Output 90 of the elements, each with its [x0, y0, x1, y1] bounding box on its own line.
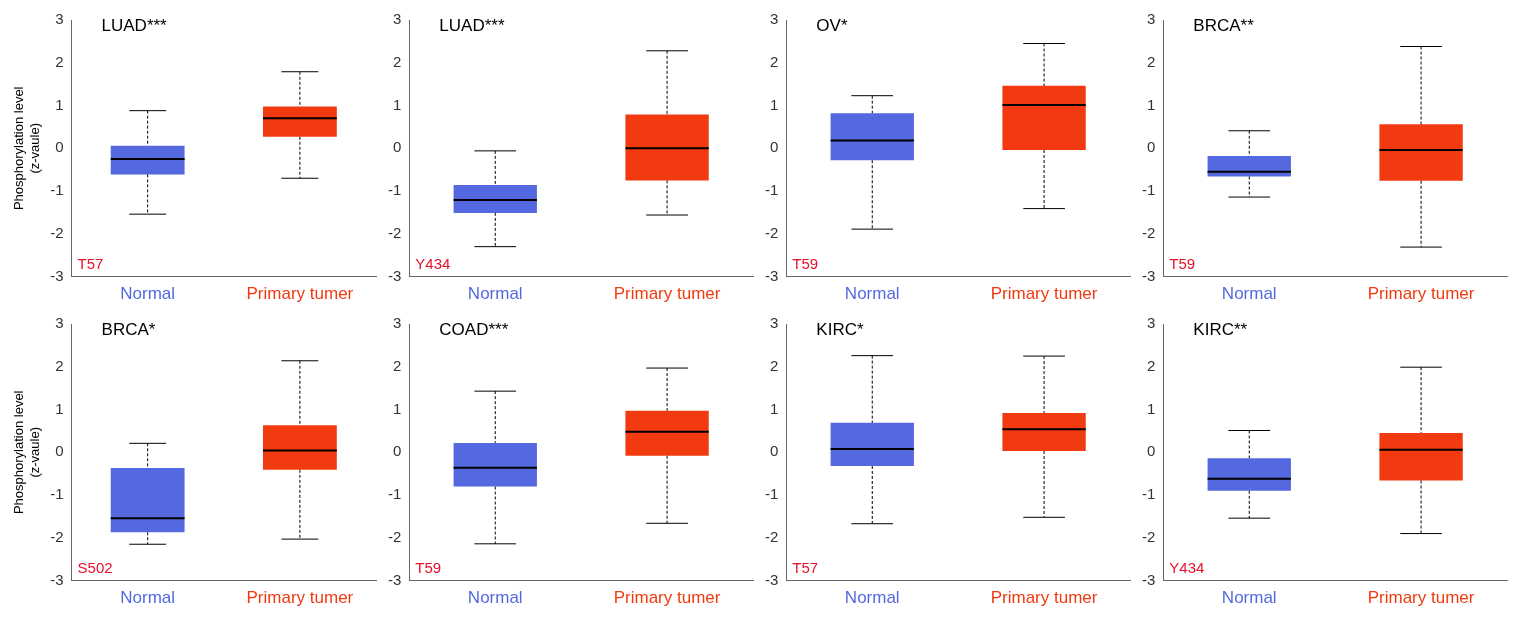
y-axis-title: Phosphorylation level (z-vaule) — [11, 86, 42, 211]
y-tick-label: -2 — [764, 223, 779, 241]
chart-title: OV* — [816, 16, 848, 36]
y-tick-label: 2 — [1146, 356, 1156, 374]
x-tick-label: Normal — [120, 284, 176, 304]
x-tick-label: Normal — [120, 588, 176, 608]
y-axis-title: Phosphorylation level (z-vaule) — [11, 390, 42, 515]
y-tick-label: 2 — [55, 356, 64, 374]
annotation: T57 — [792, 559, 819, 577]
y-tick-label: 3 — [55, 10, 64, 28]
y-tick-label: 3 — [392, 10, 402, 28]
chart-title: LUAD*** — [439, 16, 505, 36]
y-tick-label: -3 — [50, 570, 64, 588]
annotation: T59 — [415, 559, 442, 577]
y-tick-label: 1 — [1146, 399, 1156, 417]
y-tick-label: 1 — [55, 399, 64, 417]
y-tick-label: 1 — [392, 399, 402, 417]
y-tick-label: 0 — [1146, 442, 1156, 460]
y-tick-label: -1 — [764, 485, 779, 503]
x-tick-label: Normal — [1221, 284, 1277, 304]
y-tick-label: -2 — [50, 527, 64, 545]
chart-title: LUAD*** — [101, 16, 168, 36]
y-tick-label: 3 — [55, 314, 64, 332]
x-tick-label: Primary tumer — [246, 588, 354, 608]
x-tick-label: Primary tumer — [1367, 588, 1475, 608]
chart-title: KIRC** — [1193, 320, 1248, 340]
annotation: Y434 — [1169, 559, 1205, 577]
y-tick-label: 0 — [392, 442, 402, 460]
y-tick-label: 2 — [392, 52, 402, 70]
chart-title: BRCA* — [101, 320, 156, 340]
y-tick-label: 1 — [1146, 95, 1156, 113]
x-tick-label: Primary tumer — [1367, 284, 1475, 304]
y-tick-label: -1 — [764, 181, 779, 199]
x-tick-label: Primary tumer — [990, 284, 1098, 304]
y-tick-label: -1 — [50, 485, 64, 503]
y-tick-label: -1 — [50, 181, 64, 199]
y-tick-label: 3 — [392, 314, 402, 332]
y-tick-label: -2 — [1141, 527, 1156, 545]
y-tick-label: 3 — [1146, 314, 1156, 332]
y-tick-label: 0 — [769, 442, 779, 460]
y-tick-label: 0 — [55, 138, 64, 156]
y-tick-label: 3 — [1146, 10, 1156, 28]
y-tick-label: 1 — [55, 95, 64, 113]
y-tick-label: 1 — [392, 95, 402, 113]
y-tick-label: -3 — [1141, 266, 1156, 284]
y-tick-label: 3 — [769, 10, 779, 28]
chart-title: COAD*** — [439, 320, 509, 340]
y-tick-label: 1 — [769, 399, 779, 417]
y-tick-label: 0 — [769, 138, 779, 156]
x-tick-label: Primary tumer — [990, 588, 1098, 608]
y-tick-label: -1 — [1141, 181, 1156, 199]
y-tick-label: -2 — [764, 527, 779, 545]
y-tick-label: -1 — [1141, 485, 1156, 503]
x-tick-label: Primary tumer — [613, 588, 721, 608]
y-tick-label: -2 — [1141, 223, 1156, 241]
x-tick-label: Primary tumer — [246, 284, 354, 304]
y-tick-label: -3 — [1141, 570, 1156, 588]
y-tick-label: -2 — [50, 223, 64, 241]
y-tick-label: 0 — [55, 442, 64, 460]
annotation: T59 — [1169, 255, 1196, 273]
x-tick-label: Normal — [844, 284, 900, 304]
annotation: S502 — [77, 559, 113, 577]
y-tick-label: 2 — [55, 52, 64, 70]
y-tick-label: -3 — [387, 570, 402, 588]
y-tick-label: 2 — [392, 356, 402, 374]
y-tick-label: -3 — [764, 266, 779, 284]
y-tick-label: 0 — [392, 138, 402, 156]
y-tick-label: -1 — [387, 485, 402, 503]
y-tick-label: 2 — [769, 356, 779, 374]
chart-title: BRCA** — [1193, 16, 1255, 36]
annotation: Y434 — [415, 255, 451, 273]
y-tick-label: -2 — [387, 527, 402, 545]
y-tick-label: -3 — [50, 266, 64, 284]
x-tick-label: Normal — [467, 588, 523, 608]
x-tick-label: Normal — [1221, 588, 1277, 608]
y-tick-label: 2 — [1146, 52, 1156, 70]
y-tick-label: -3 — [764, 570, 779, 588]
y-tick-label: 2 — [769, 52, 779, 70]
annotation: T59 — [792, 255, 819, 273]
x-tick-label: Normal — [467, 284, 523, 304]
x-tick-label: Normal — [844, 588, 900, 608]
y-tick-label: 1 — [769, 95, 779, 113]
chart-title: KIRC* — [816, 320, 864, 340]
y-tick-label: 3 — [769, 314, 779, 332]
annotation: T57 — [77, 255, 104, 273]
y-tick-label: -1 — [387, 181, 402, 199]
x-tick-label: Primary tumer — [613, 284, 721, 304]
y-tick-label: 0 — [1146, 138, 1156, 156]
y-tick-label: -2 — [387, 223, 402, 241]
y-tick-label: -3 — [387, 266, 402, 284]
